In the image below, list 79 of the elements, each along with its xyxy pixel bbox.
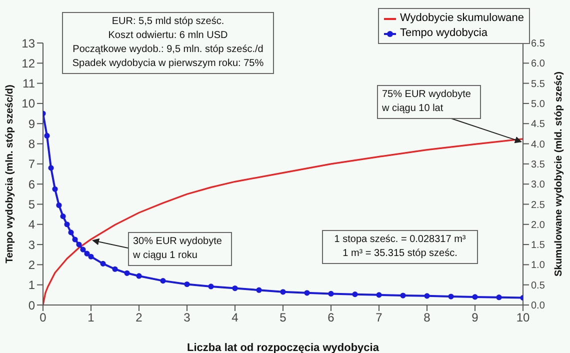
point bbox=[84, 250, 90, 256]
point bbox=[376, 292, 382, 298]
y-tick-label: 7 bbox=[28, 157, 36, 172]
x-tick-label: 2 bbox=[136, 310, 143, 325]
y2-tick-label: 4.5 bbox=[531, 119, 546, 130]
point bbox=[256, 287, 262, 293]
y-tick-label: 12 bbox=[22, 56, 36, 70]
y-tick-label: 8 bbox=[28, 137, 36, 152]
x-tick-label: 9 bbox=[472, 310, 479, 325]
point bbox=[52, 186, 58, 192]
point bbox=[136, 273, 142, 279]
x-axis-title: Liczba lat od rozpoczęcia wydobycia bbox=[187, 342, 380, 353]
y-tick-label: 11 bbox=[22, 76, 36, 91]
y-axis-title: Tempo wydobycia (mln. stóp sześc/d) bbox=[4, 84, 16, 264]
point bbox=[232, 285, 238, 292]
point bbox=[328, 290, 334, 297]
y-tick-label: 0 bbox=[28, 298, 36, 312]
point bbox=[400, 292, 406, 298]
y2-tick-label: 2.5 bbox=[531, 200, 546, 211]
y2-tick-label: 2.0 bbox=[531, 220, 546, 231]
point bbox=[48, 165, 54, 171]
y-tick-label: 3 bbox=[28, 238, 36, 252]
y2-tick-label: 6.0 bbox=[531, 58, 546, 70]
y-tick-label: 13 bbox=[22, 36, 36, 50]
point bbox=[496, 294, 502, 300]
legend-label: Wydobycie skumulowane bbox=[400, 11, 524, 26]
y2-tick-label: 1.5 bbox=[531, 240, 546, 252]
x-tick-label: 3 bbox=[184, 310, 191, 325]
x-tick-label: 4 bbox=[232, 310, 239, 325]
y2-tick-label: 3.5 bbox=[531, 159, 546, 170]
y-tick-label: 10 bbox=[22, 96, 36, 111]
point bbox=[472, 294, 478, 300]
point bbox=[160, 278, 166, 284]
x-tick-label: 0 bbox=[40, 310, 47, 325]
y-tick-label: 5 bbox=[28, 197, 36, 212]
point bbox=[64, 222, 70, 228]
point bbox=[208, 284, 214, 290]
y2-tick-label: 4.0 bbox=[531, 139, 546, 150]
x-tick-label: 10 bbox=[516, 310, 530, 325]
legend-label: Tempo wydobycia bbox=[400, 26, 488, 41]
x-tick-label: 1 bbox=[88, 310, 95, 325]
x-tick-label: 8 bbox=[424, 310, 431, 325]
point bbox=[112, 266, 118, 272]
point bbox=[72, 236, 78, 242]
annotation: 30% EUR wydobyte w ciągu 1 roku bbox=[133, 235, 223, 263]
annotation: 1 stopa sześc. = 0.028317 m³ 1 m³ = 35.315 stóp sześc. bbox=[333, 233, 467, 261]
y2-tick-label: 6.5 bbox=[531, 38, 546, 50]
point bbox=[68, 230, 74, 236]
y2-tick-label: 0.5 bbox=[531, 280, 546, 292]
point bbox=[448, 294, 454, 300]
y2-tick-label: 1.0 bbox=[531, 260, 546, 272]
point bbox=[80, 246, 86, 252]
y2-tick-label: 5.0 bbox=[531, 99, 546, 110]
annotation: EUR: 5,5 mld stóp sześc. Koszt odwiertu: 6 mln USD Początkowe wydob.: 9,5 mln. stóp sześc./d Spadek wydobycia w pierwszym roku: 75% bbox=[71, 15, 265, 71]
y-tick-label: 4 bbox=[28, 218, 36, 232]
point bbox=[280, 289, 286, 295]
y2-axis-title: Skumulowane wydobycie (mld. stóp sześc) bbox=[554, 71, 564, 277]
point bbox=[304, 290, 310, 296]
y-tick-label: 2 bbox=[28, 258, 36, 272]
point bbox=[100, 260, 106, 266]
point bbox=[88, 254, 94, 260]
point bbox=[76, 242, 82, 248]
y2-tick-label: 5.5 bbox=[531, 78, 546, 90]
x-tick-label: 6 bbox=[328, 310, 335, 325]
point bbox=[56, 202, 62, 208]
x-tick-label: 7 bbox=[376, 310, 383, 325]
point bbox=[424, 293, 430, 299]
y-tick-label: 6 bbox=[28, 177, 36, 192]
annotation: 75% EUR wydobyte w ciągu 10 lat bbox=[382, 88, 472, 116]
y-tick-label: 1 bbox=[28, 278, 36, 292]
y2-tick-label: 0.0 bbox=[531, 300, 546, 312]
x-tick-label: 5 bbox=[280, 310, 287, 325]
point bbox=[184, 281, 190, 288]
y2-tick-label: 3.0 bbox=[531, 180, 546, 191]
point bbox=[60, 214, 66, 220]
point bbox=[352, 292, 358, 298]
point bbox=[124, 270, 130, 276]
y-tick-label: 9 bbox=[28, 116, 36, 131]
point bbox=[44, 132, 50, 139]
